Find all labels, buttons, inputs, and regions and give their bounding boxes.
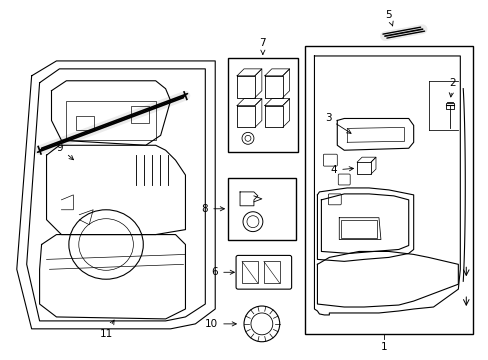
- Bar: [242, 261, 257, 283]
- Text: 2: 2: [448, 78, 455, 97]
- Bar: [304, 46, 472, 334]
- Text: 6: 6: [211, 267, 234, 277]
- Bar: [228, 178, 295, 239]
- Text: 7: 7: [259, 38, 265, 54]
- Text: 11: 11: [99, 320, 114, 339]
- Text: 4: 4: [330, 165, 353, 175]
- Text: 10: 10: [204, 319, 236, 329]
- Text: 3: 3: [324, 113, 350, 133]
- Bar: [228, 58, 297, 152]
- Text: 1: 1: [380, 342, 386, 352]
- Bar: [131, 105, 148, 123]
- Bar: [446, 103, 453, 109]
- Bar: [341, 220, 376, 238]
- Text: 8: 8: [201, 204, 224, 214]
- Bar: [264, 261, 279, 283]
- Text: 5: 5: [385, 10, 392, 26]
- Text: 9: 9: [57, 143, 73, 160]
- Bar: [66, 100, 155, 140]
- Bar: [76, 116, 94, 130]
